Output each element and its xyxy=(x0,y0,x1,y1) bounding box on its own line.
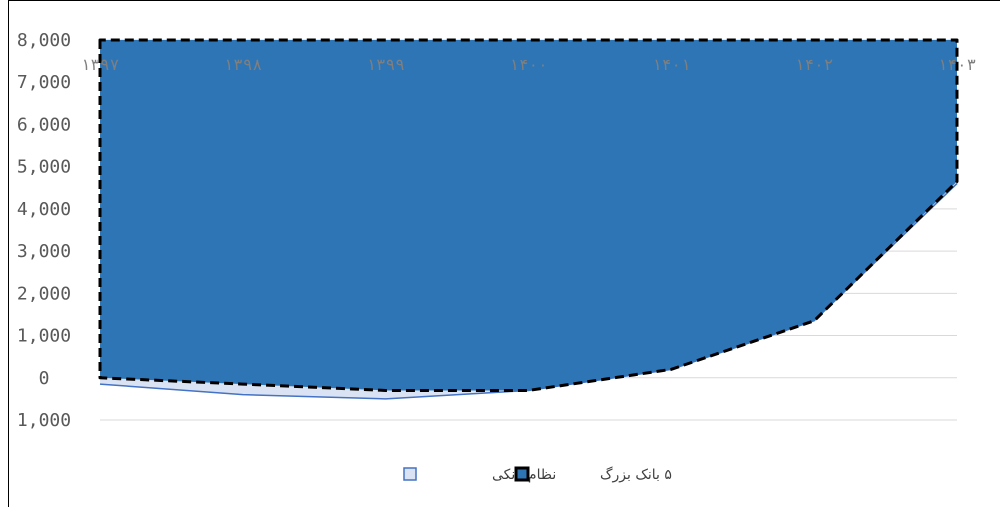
y-tick-label: 4,000 xyxy=(17,199,71,220)
legend-label-big-5-banks: ۵ بانک بزرگ xyxy=(600,465,672,483)
x-axis: ۱۳۹۷ ۱۳۹۸ ۱۳۹۹ ۱۴۰۰ ۱۴۰۱ ۱۴۰۲ ۱۴۰۳ xyxy=(81,55,977,74)
y-tick-label: 8,000 xyxy=(17,30,71,51)
y-tick-label: 3,000 xyxy=(17,241,71,262)
legend: نظام بانکی ۵ بانک بزرگ xyxy=(403,465,672,483)
legend-swatch-big-5-banks xyxy=(514,466,530,482)
x-tick-label: ۱۴۰۰ xyxy=(509,55,548,74)
y-tick-label: 0 xyxy=(39,368,50,389)
plot-area xyxy=(98,38,959,400)
x-tick-label: ۱۴۰۲ xyxy=(795,55,834,74)
y-tick-label: 2,000 xyxy=(17,283,71,304)
y-axis: 1,000 0 1,000 2,000 3,000 4,000 5,000 6,000 7,00… xyxy=(17,30,71,431)
y-tick-label: 5,000 xyxy=(17,157,71,178)
y-tick-label: 6,000 xyxy=(17,114,71,135)
legend-swatch-banking-system xyxy=(403,467,417,481)
series-area-big-5-banks xyxy=(98,38,959,392)
x-tick-label: ۱۳۹۸ xyxy=(224,55,263,74)
y-tick-label: 7,000 xyxy=(17,72,71,93)
x-tick-label: ۱۳۹۹ xyxy=(366,55,405,74)
chart-frame xyxy=(8,0,1000,507)
y-tick-label: 1,000 xyxy=(17,410,71,431)
x-tick-label: ۱۴۰۳ xyxy=(938,55,977,74)
x-tick-label: ۱۳۹۷ xyxy=(81,55,120,74)
y-tick-label: 1,000 xyxy=(17,326,71,347)
x-tick-label: ۱۴۰۱ xyxy=(652,55,691,74)
